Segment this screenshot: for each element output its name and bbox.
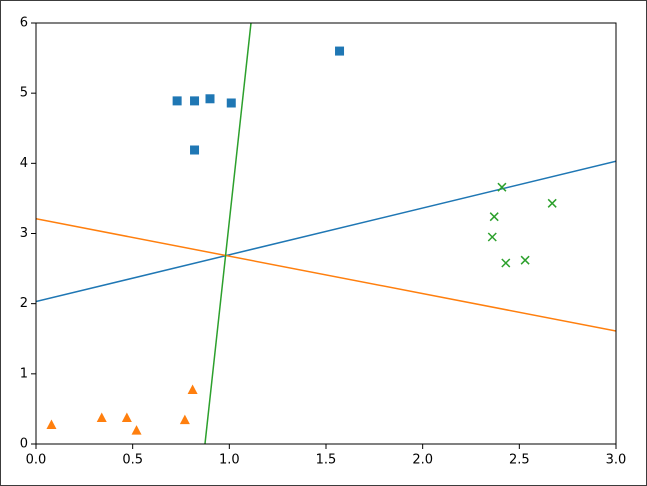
x-tick-label: 2.5 <box>509 453 530 468</box>
x-marker <box>547 198 557 208</box>
plot-area <box>36 23 616 444</box>
x-marker <box>520 255 530 265</box>
y-tick-label: 2 <box>20 296 28 311</box>
y-tick-label: 1 <box>20 366 28 381</box>
square-marker <box>205 94 215 104</box>
x-tick-label: 1.0 <box>219 453 240 468</box>
axes-frame <box>35 22 617 445</box>
x-marker <box>487 232 497 242</box>
triangle-marker <box>187 384 198 394</box>
x-tick-label: 2.0 <box>412 453 433 468</box>
x-tick-label: 3.0 <box>606 453 627 468</box>
square-marker <box>190 96 200 106</box>
square-marker <box>335 46 345 56</box>
y-tick-label: 5 <box>20 86 28 101</box>
x-tick-label: 1.5 <box>316 453 337 468</box>
triangle-marker <box>46 419 57 430</box>
x-tick-label: 0.0 <box>26 453 47 468</box>
fit-line <box>36 218 616 332</box>
triangle-marker <box>96 412 107 423</box>
triangle-marker <box>131 425 142 435</box>
y-tick-label: 0 <box>20 437 28 452</box>
square-marker <box>226 98 236 108</box>
triangle-marker <box>121 412 132 423</box>
square-marker <box>190 145 200 155</box>
square-marker <box>172 96 182 106</box>
x-marker <box>497 182 507 192</box>
fit-line <box>204 23 252 444</box>
x-tick-label: 0.5 <box>122 453 143 468</box>
y-tick-label: 3 <box>20 226 28 241</box>
y-tick-label: 6 <box>20 16 28 31</box>
x-marker <box>489 212 499 222</box>
triangle-marker <box>179 414 190 425</box>
x-marker <box>501 258 511 268</box>
y-tick-label: 4 <box>20 156 28 171</box>
fit-line <box>36 160 616 303</box>
